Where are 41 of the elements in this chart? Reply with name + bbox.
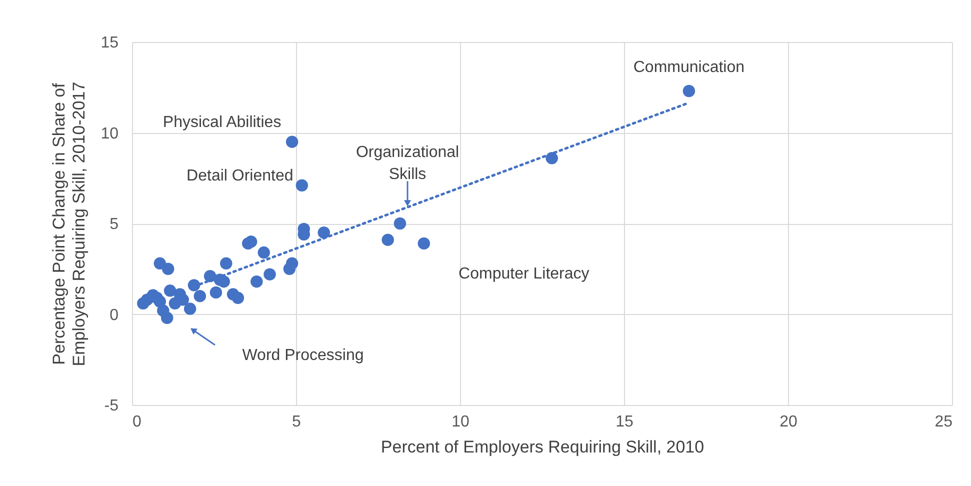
point — [162, 262, 174, 275]
point — [250, 275, 263, 288]
annotation: Word Processing — [242, 347, 364, 364]
point — [318, 226, 330, 239]
y-tick-label: 0 — [110, 306, 119, 324]
point — [682, 84, 696, 98]
y-tick-label: 10 — [100, 125, 119, 142]
x-axis-title: Percent of Employers Requiring Skill, 2010 — [380, 438, 704, 456]
x-tick-label: 10 — [452, 414, 470, 430]
y-tick-label: 5 — [110, 216, 119, 233]
annotation: Organizational Skills — [356, 144, 460, 184]
annotation: Communication — [633, 59, 745, 76]
point — [232, 292, 244, 304]
point — [242, 237, 254, 250]
point — [382, 234, 394, 246]
point — [164, 284, 176, 297]
y-tick-label: 15 — [100, 34, 119, 52]
x-tick-label: 5 — [292, 414, 302, 430]
annotation: Computer Literacy — [458, 265, 590, 282]
point — [218, 275, 230, 288]
point — [194, 290, 206, 302]
annotation: Detail Oriented — [186, 167, 294, 184]
point — [296, 179, 308, 192]
point — [418, 237, 430, 250]
point — [184, 302, 196, 315]
annotation: Physical Abilities — [162, 114, 282, 131]
point — [264, 268, 276, 280]
point — [220, 257, 232, 270]
point — [210, 286, 222, 299]
point — [157, 304, 170, 317]
point — [283, 262, 296, 275]
x-tick-label: 25 — [934, 414, 953, 430]
point — [258, 246, 270, 259]
point — [286, 136, 298, 148]
x-tick-label: 15 — [616, 414, 634, 430]
y-tick-label: -5 — [104, 398, 119, 414]
point — [394, 217, 406, 230]
y-axis-title: Percentage Point Change in Share of Employers Requiring Skill, 2010-2017 — [50, 82, 89, 366]
x-tick-label: 0 — [132, 414, 142, 430]
x-tick-label: 20 — [780, 414, 798, 430]
point — [137, 297, 150, 310]
